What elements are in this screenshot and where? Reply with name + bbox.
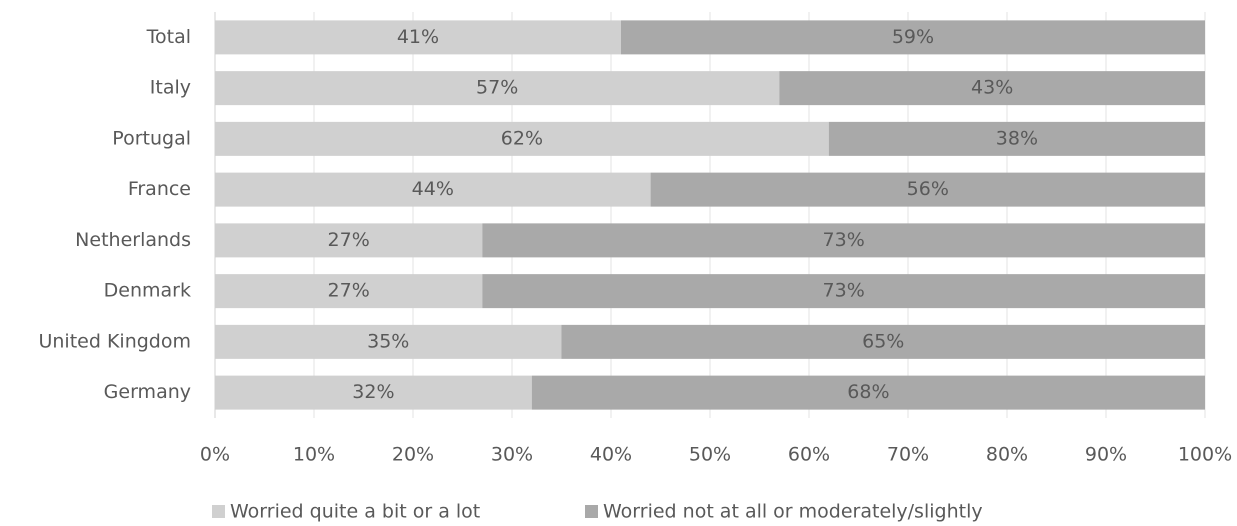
- bar-segment: [215, 375, 532, 410]
- legend-swatch: [585, 505, 598, 518]
- x-tick-label: 90%: [1085, 444, 1127, 466]
- data-label: 56%: [907, 178, 949, 200]
- bar-segment: [215, 324, 562, 359]
- y-tick-label: Denmark: [104, 280, 191, 302]
- data-label: 38%: [996, 127, 1038, 149]
- x-tick-label: 60%: [788, 444, 830, 466]
- y-tick-label: Italy: [150, 77, 191, 99]
- data-label: 73%: [823, 280, 865, 302]
- y-tick-label: France: [128, 178, 191, 200]
- bar-segment: [828, 121, 1205, 156]
- data-label: 59%: [892, 26, 934, 48]
- x-tick-label: 100%: [1178, 444, 1232, 466]
- data-label: 62%: [501, 127, 543, 149]
- y-tick-label: Netherlands: [75, 229, 191, 251]
- data-label: 35%: [367, 330, 409, 352]
- bar-segment: [215, 71, 780, 106]
- legend-swatch: [212, 505, 225, 518]
- bar-segment: [779, 71, 1205, 106]
- y-tick-label: Germany: [104, 381, 191, 403]
- bar-segment: [482, 274, 1205, 309]
- data-label: 27%: [328, 229, 370, 251]
- x-tick-label: 70%: [887, 444, 929, 466]
- x-tick-label: 50%: [689, 444, 731, 466]
- x-tick-label: 20%: [392, 444, 434, 466]
- y-tick-label: Portugal: [112, 127, 191, 149]
- bar-segment: [215, 20, 621, 55]
- data-label: 68%: [847, 381, 889, 403]
- bar-segment: [561, 324, 1205, 359]
- bar-segment: [650, 172, 1205, 207]
- bar-segment: [215, 121, 829, 156]
- data-label: 41%: [397, 26, 439, 48]
- legend-label: Worried not at all or moderately/slightl…: [603, 501, 983, 523]
- bar-segment: [531, 375, 1205, 410]
- x-tick-label: 0%: [200, 444, 230, 466]
- y-tick-label: Total: [146, 26, 191, 48]
- data-label: 32%: [352, 381, 394, 403]
- x-tick-label: 30%: [491, 444, 533, 466]
- x-tick-label: 40%: [590, 444, 632, 466]
- bar-segment: [215, 274, 483, 309]
- data-label: 57%: [476, 77, 518, 99]
- data-label: 65%: [862, 330, 904, 352]
- bar-segment: [215, 223, 483, 258]
- bar-segment: [620, 20, 1205, 55]
- bar-segment: [215, 172, 651, 207]
- bar-segment: [482, 223, 1205, 258]
- data-label: 27%: [328, 280, 370, 302]
- data-label: 73%: [823, 229, 865, 251]
- data-label: 43%: [971, 77, 1013, 99]
- data-label: 44%: [412, 178, 454, 200]
- y-tick-label: United Kingdom: [38, 330, 191, 352]
- x-tick-label: 10%: [293, 444, 335, 466]
- legend-label: Worried quite a bit or a lot: [230, 501, 480, 523]
- x-tick-label: 80%: [986, 444, 1028, 466]
